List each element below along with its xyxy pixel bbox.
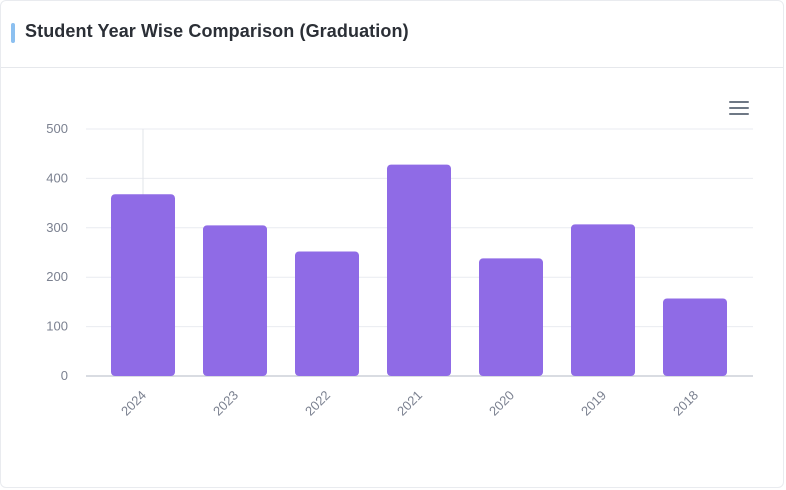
y-tick-label: 300 (46, 220, 68, 235)
y-tick-label: 100 (46, 319, 68, 334)
y-tick-label: 500 (46, 121, 68, 136)
x-tick-label: 2018 (670, 388, 701, 419)
title-accent-bar (11, 23, 15, 43)
bar (663, 298, 727, 376)
y-tick-label: 400 (46, 170, 68, 185)
y-tick-label: 0 (61, 368, 68, 383)
y-tick-label: 200 (46, 269, 68, 284)
bar-chart: 0 100 200 300 400 500 2024 2023 2022 2021 2020 2019… (46, 121, 753, 419)
x-tick-label: 2024 (118, 388, 149, 419)
bar (203, 225, 267, 376)
x-tick-label: 2022 (302, 388, 333, 419)
bar (479, 258, 543, 376)
x-tick-label: 2023 (210, 388, 241, 419)
bar (111, 194, 175, 376)
card-header: Student Year Wise Comparison (Graduation… (1, 1, 783, 68)
bar (295, 251, 359, 376)
bar (571, 224, 635, 376)
bar (387, 164, 451, 376)
x-tick-label: 2019 (578, 388, 609, 419)
hamburger-menu-icon[interactable] (727, 98, 751, 118)
x-tick-label: 2020 (486, 388, 517, 419)
card-title: Student Year Wise Comparison (Graduation… (25, 21, 409, 41)
x-tick-label: 2021 (394, 388, 425, 419)
